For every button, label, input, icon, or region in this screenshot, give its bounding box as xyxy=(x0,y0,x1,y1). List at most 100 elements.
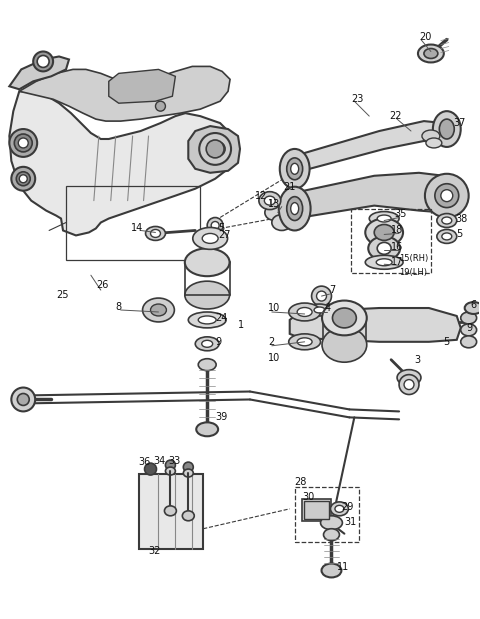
Circle shape xyxy=(12,167,35,191)
Ellipse shape xyxy=(461,336,477,348)
Ellipse shape xyxy=(291,202,299,215)
Ellipse shape xyxy=(183,469,193,477)
Text: 16: 16 xyxy=(391,243,403,253)
Circle shape xyxy=(166,460,175,470)
Circle shape xyxy=(206,137,230,161)
Ellipse shape xyxy=(188,312,226,328)
Ellipse shape xyxy=(287,197,302,220)
Ellipse shape xyxy=(259,192,281,210)
Ellipse shape xyxy=(465,302,480,314)
Ellipse shape xyxy=(461,312,477,324)
Ellipse shape xyxy=(442,217,452,224)
Text: 34: 34 xyxy=(154,456,166,466)
Ellipse shape xyxy=(151,304,167,316)
Ellipse shape xyxy=(437,214,457,227)
Ellipse shape xyxy=(151,230,160,238)
Ellipse shape xyxy=(461,324,477,336)
Text: 33: 33 xyxy=(168,456,180,466)
Ellipse shape xyxy=(280,149,310,189)
Circle shape xyxy=(156,102,166,111)
Text: 20: 20 xyxy=(419,32,432,41)
Ellipse shape xyxy=(202,233,218,243)
Circle shape xyxy=(17,394,29,405)
Ellipse shape xyxy=(376,259,392,266)
Ellipse shape xyxy=(185,248,229,276)
Text: 30: 30 xyxy=(302,492,315,502)
Bar xyxy=(295,487,360,542)
Circle shape xyxy=(441,189,453,202)
Ellipse shape xyxy=(297,308,312,316)
Text: 9: 9 xyxy=(215,337,221,347)
Ellipse shape xyxy=(433,111,461,147)
Ellipse shape xyxy=(288,334,321,350)
Ellipse shape xyxy=(330,502,348,516)
Ellipse shape xyxy=(365,219,403,246)
Polygon shape xyxy=(9,91,235,235)
Circle shape xyxy=(9,129,37,157)
Bar xyxy=(351,209,431,273)
Circle shape xyxy=(425,174,468,217)
Ellipse shape xyxy=(335,505,344,513)
Ellipse shape xyxy=(377,243,391,254)
Text: 15(RH): 15(RH) xyxy=(399,254,428,263)
Ellipse shape xyxy=(324,529,339,540)
Ellipse shape xyxy=(333,308,356,328)
Ellipse shape xyxy=(322,327,367,362)
Text: 13: 13 xyxy=(268,199,280,209)
Text: 21: 21 xyxy=(283,182,295,192)
Ellipse shape xyxy=(182,511,194,521)
Text: 27: 27 xyxy=(218,230,230,240)
Text: 19(LH): 19(LH) xyxy=(399,267,427,277)
Text: 10: 10 xyxy=(268,353,280,363)
Text: 5: 5 xyxy=(443,337,449,347)
Ellipse shape xyxy=(195,337,219,351)
Circle shape xyxy=(199,133,231,165)
Polygon shape xyxy=(288,173,454,222)
Circle shape xyxy=(399,374,419,394)
Circle shape xyxy=(207,217,223,233)
Text: 24: 24 xyxy=(215,313,228,323)
Text: 23: 23 xyxy=(351,94,364,104)
Ellipse shape xyxy=(297,338,312,346)
Circle shape xyxy=(435,184,459,207)
Bar xyxy=(304,501,329,519)
Bar xyxy=(139,474,203,548)
Text: 18: 18 xyxy=(391,225,403,235)
Text: 9: 9 xyxy=(467,323,473,333)
Text: 3: 3 xyxy=(414,355,420,365)
Polygon shape xyxy=(9,56,69,89)
Text: 36: 36 xyxy=(139,457,151,467)
Ellipse shape xyxy=(368,236,400,260)
Bar xyxy=(301,499,332,521)
Circle shape xyxy=(37,56,49,67)
Circle shape xyxy=(16,172,30,186)
Ellipse shape xyxy=(377,215,391,222)
Text: 11: 11 xyxy=(337,561,350,571)
Ellipse shape xyxy=(369,212,399,225)
Ellipse shape xyxy=(264,196,276,205)
Text: 14: 14 xyxy=(131,223,143,233)
Ellipse shape xyxy=(422,130,440,142)
Ellipse shape xyxy=(418,45,444,63)
Ellipse shape xyxy=(291,163,299,175)
Text: 38: 38 xyxy=(456,214,468,223)
Ellipse shape xyxy=(288,303,321,321)
Ellipse shape xyxy=(165,506,176,516)
Ellipse shape xyxy=(166,467,175,475)
Text: 10: 10 xyxy=(268,303,280,313)
Polygon shape xyxy=(290,308,461,342)
Text: 4: 4 xyxy=(324,303,331,313)
Ellipse shape xyxy=(287,158,302,180)
Text: 2: 2 xyxy=(268,337,274,347)
Circle shape xyxy=(33,51,53,71)
Circle shape xyxy=(14,134,32,152)
Ellipse shape xyxy=(185,281,229,309)
Ellipse shape xyxy=(272,215,292,230)
Ellipse shape xyxy=(196,422,218,436)
Ellipse shape xyxy=(374,225,394,240)
Ellipse shape xyxy=(424,48,438,58)
Ellipse shape xyxy=(193,227,228,249)
Ellipse shape xyxy=(322,301,367,335)
Text: 12: 12 xyxy=(255,191,267,201)
Circle shape xyxy=(19,175,27,183)
